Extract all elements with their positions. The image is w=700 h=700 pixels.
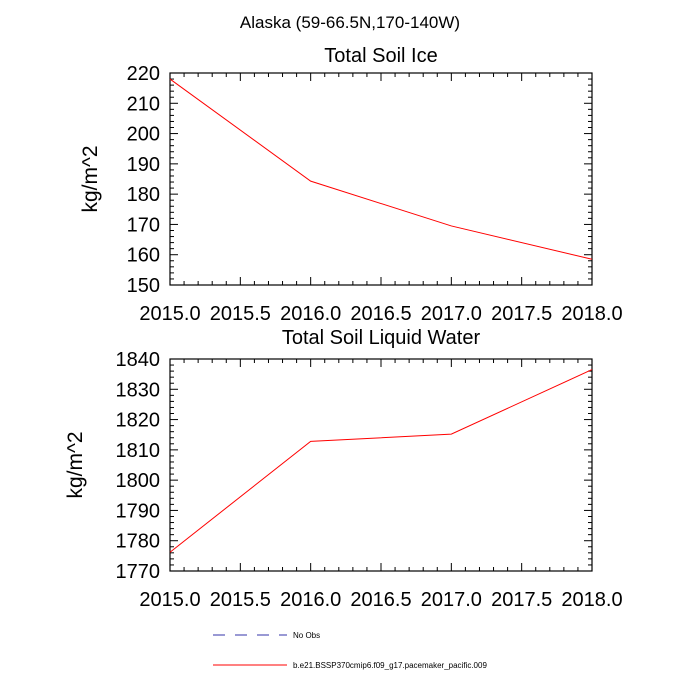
plot-frame — [169, 358, 593, 572]
x-tick-label: 2016.0 — [280, 303, 341, 325]
y-tick-label: 170 — [127, 214, 160, 236]
plot-frame — [169, 72, 593, 286]
y-tick-label: 210 — [127, 93, 160, 115]
x-tick-label: 2016.0 — [280, 589, 341, 611]
y-axis-label: kg/m^2 — [64, 431, 87, 498]
y-tick-label: 1810 — [116, 440, 161, 462]
panel-title: Total Soil Ice — [324, 45, 437, 67]
legend-label-no-obs: No Obs — [293, 631, 320, 640]
x-tick-label: 2017.0 — [421, 303, 482, 325]
y-tick-label: 150 — [127, 275, 160, 297]
x-tick-label: 2015.5 — [210, 303, 271, 325]
y-axis-label: kg/m^2 — [79, 145, 102, 212]
x-tick-label: 2017.5 — [491, 303, 552, 325]
x-tick-label: 2018.0 — [561, 303, 622, 325]
series-line — [169, 78, 593, 260]
panel-total-soil-liquid-water: Total Soil Liquid Water kg/m^2 2015.0 201… — [64, 327, 623, 611]
y-tick-label: 220 — [127, 63, 160, 85]
y-tick-label: 1830 — [116, 379, 161, 401]
y-tick-label: 1780 — [116, 531, 161, 553]
x-tick-label: 2016.5 — [350, 589, 411, 611]
x-tick-label: 2017.0 — [421, 589, 482, 611]
x-tick-label: 2015.0 — [139, 589, 200, 611]
y-tick-label: 1770 — [116, 561, 161, 583]
x-tick-label: 2017.5 — [491, 589, 552, 611]
panel-title: Total Soil Liquid Water — [282, 327, 481, 349]
legend: No Obs b.e21.BSSP370cmip6.f09_g17.pacema… — [213, 631, 487, 670]
y-tick-label: 200 — [127, 124, 160, 146]
series-line — [169, 369, 593, 553]
y-tick-label: 190 — [127, 154, 160, 176]
y-tick-label: 180 — [127, 184, 160, 206]
y-tick-label: 160 — [127, 245, 160, 267]
y-tick-label: 1790 — [116, 500, 161, 522]
x-tick-label: 2016.5 — [350, 303, 411, 325]
panel-total-soil-ice: Total Soil Ice kg/m^2 2015.0 2015.5 2016.0… — [79, 45, 623, 325]
x-tick-label: 2015.0 — [139, 303, 200, 325]
figure-title: Alaska (59-66.5N,170-140W) — [240, 13, 460, 32]
y-tick-label: 1820 — [116, 410, 161, 432]
x-tick-label: 2018.0 — [561, 589, 622, 611]
y-tick-label: 1840 — [116, 349, 161, 371]
x-tick-label: 2015.5 — [210, 589, 271, 611]
y-tick-label: 1800 — [116, 470, 161, 492]
legend-label-model: b.e21.BSSP370cmip6.f09_g17.pacemaker_pac… — [293, 661, 487, 670]
